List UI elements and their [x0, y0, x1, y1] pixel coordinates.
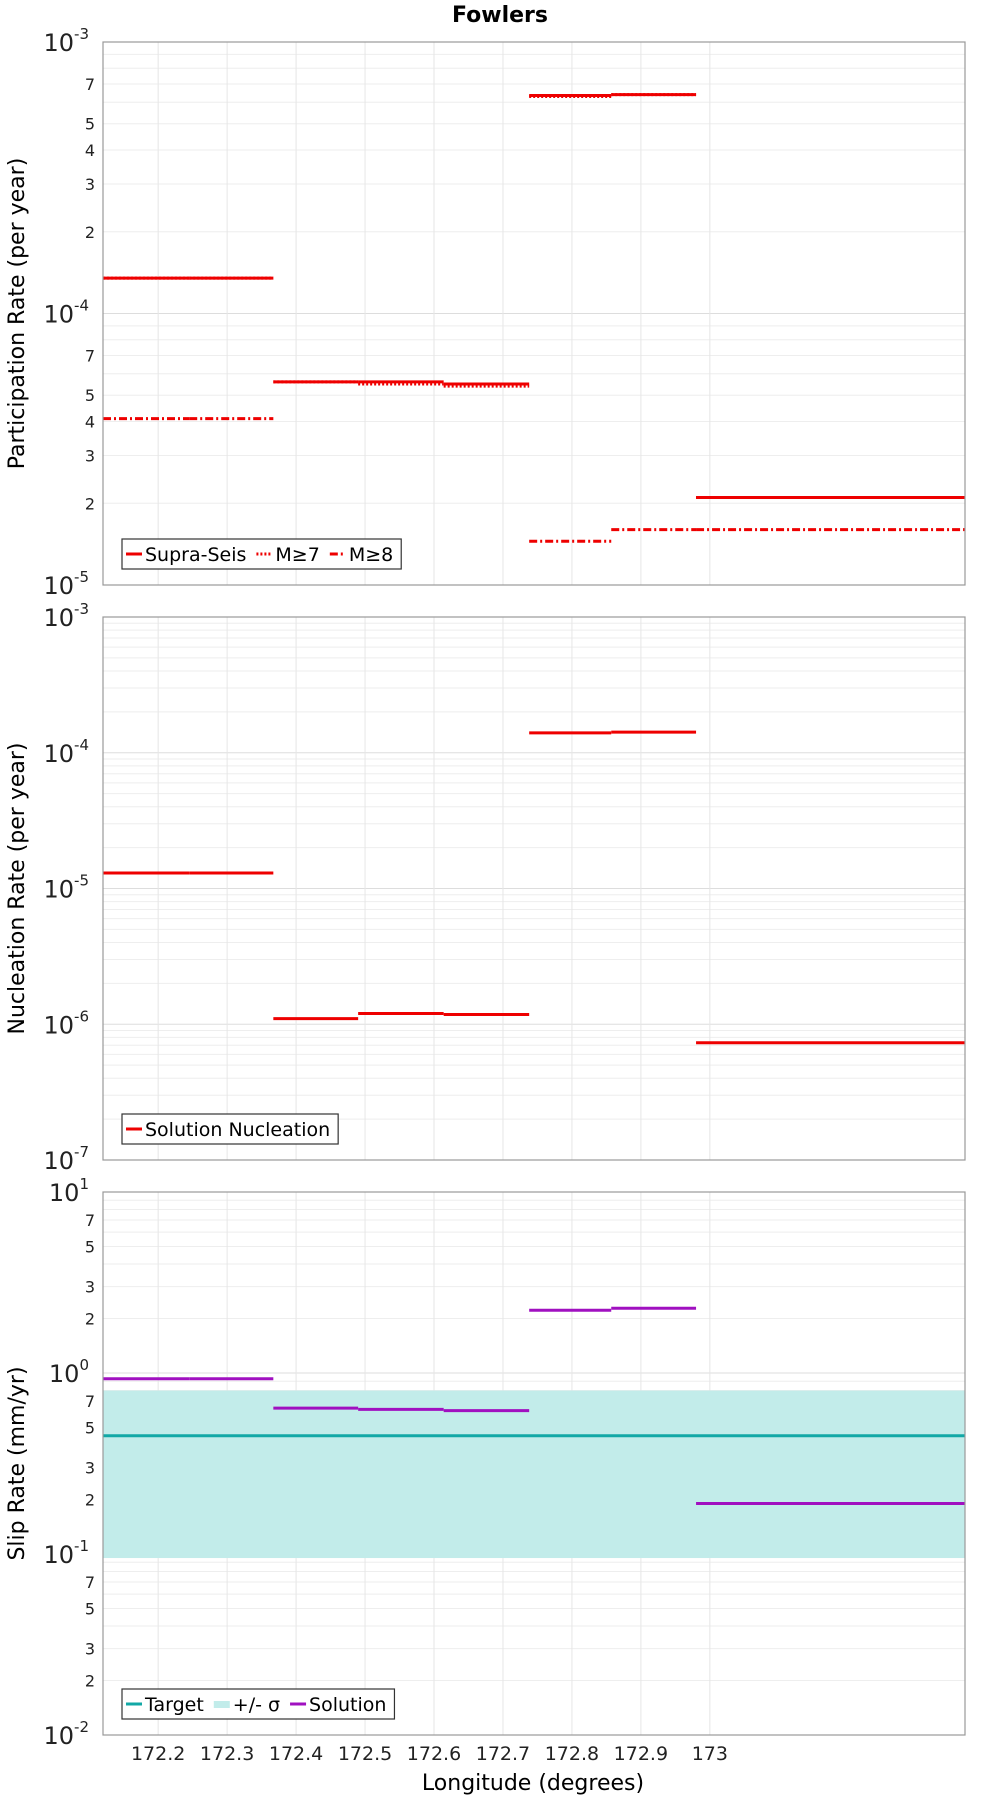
y-major-tick-label: 100 [49, 1356, 89, 1388]
x-tick-label: 173 [692, 1743, 728, 1765]
y-minor-tick-label: 5 [85, 1418, 95, 1437]
y-major-tick-label: 101 [49, 1175, 89, 1207]
y-minor-tick-label: 7 [85, 1392, 95, 1411]
y-axis-label: Participation Rate (per year) [5, 158, 30, 470]
y-minor-tick-label: 7 [85, 1211, 95, 1230]
series-solution [103, 1306, 965, 1506]
y-minor-tick-label: 2 [85, 494, 95, 513]
y-major-tick-label: 10-4 [43, 736, 89, 768]
y-minor-tick-label: 5 [85, 115, 95, 134]
y-major-tick-label: 10-2 [43, 1718, 89, 1750]
y-minor-tick-label: 4 [85, 413, 95, 432]
panel-3: 10-2 10-1 100 101 2 3 5 7 2 3 5 7 2 3 5 7 Slip Rate (mm/… [5, 1175, 966, 1750]
x-axis-label: Longitude (degrees) [422, 1771, 644, 1796]
y-major-tick-label: 10-6 [43, 1007, 89, 1039]
plot-frame [102, 616, 966, 1161]
x-tick-label: 172.9 [614, 1743, 668, 1765]
plot-frame [102, 41, 966, 586]
panel-2: 10-7 10-6 10-5 10-4 10-3 Nucleation Rate (per… [5, 600, 966, 1175]
y-minor-tick-label: 3 [85, 1278, 95, 1297]
legend: Supra-Seis M≥7 M≥8 [121, 538, 402, 570]
legend-label: Solution Nucleation [145, 1119, 330, 1141]
y-major-tick-label: 10-3 [43, 25, 89, 57]
y-minor-tick-label: 2 [85, 1672, 95, 1691]
x-tick-label: 172.2 [131, 1743, 185, 1765]
sigma-band [103, 1390, 965, 1559]
legend-swatch [213, 1701, 230, 1708]
y-major-tick-label: 10-1 [43, 1537, 89, 1569]
y-minor-tick-label: 4 [85, 141, 95, 160]
legend-label: M≥8 [349, 544, 393, 566]
legend: Solution Nucleation [121, 1113, 339, 1145]
y-major-tick-label: 10-5 [43, 568, 89, 600]
y-major-tick-label: 10-5 [43, 872, 89, 904]
legend-box [121, 1688, 396, 1720]
series-m-8 [103, 417, 965, 543]
y-minor-tick-label: 7 [85, 347, 95, 366]
y-minor-tick-label: 5 [85, 386, 95, 405]
legend-label: Target [144, 1694, 204, 1716]
y-major-tick-label: 10-7 [43, 1143, 89, 1175]
chart-title: Fowlers [452, 3, 548, 28]
y-minor-tick-label: 3 [85, 1640, 95, 1659]
legend-label: +/- σ [233, 1694, 280, 1716]
y-axis-label: Nucleation Rate (per year) [5, 743, 30, 1035]
y-minor-tick-label: 2 [85, 223, 95, 242]
legend-label: Supra-Seis [145, 544, 246, 566]
series-m-7 [103, 93, 965, 500]
x-tick-label: 172.5 [338, 1743, 392, 1765]
y-major-tick-label: 10-4 [43, 297, 89, 329]
x-tick-label: 172.6 [407, 1743, 461, 1765]
panel-1: 10-5 10-4 10-3 2 3 4 5 7 2 3 4 5 7 Participation Rate… [5, 25, 966, 600]
x-tick-label: 172.3 [200, 1743, 254, 1765]
y-minor-tick-label: 7 [85, 1573, 95, 1592]
y-minor-tick-label: 2 [85, 1310, 95, 1329]
legend: Target +/- σ Solution [121, 1688, 396, 1720]
series-solution-nucleation [103, 730, 965, 1045]
y-axis-label: Slip Rate (mm/yr) [5, 1366, 30, 1560]
panels: 10-5 10-4 10-3 2 3 4 5 7 2 3 4 5 7 Participation Rate… [5, 25, 966, 1765]
legend-label: Solution [309, 1694, 386, 1716]
plot-frame [102, 1191, 966, 1736]
x-tick-label: 172.4 [269, 1743, 323, 1765]
y-minor-tick-label: 5 [85, 1599, 95, 1618]
x-tick-label: 172.8 [545, 1743, 599, 1765]
x-tick-label: 172.7 [476, 1743, 530, 1765]
legend-box [121, 1113, 339, 1145]
y-minor-tick-label: 5 [85, 1237, 95, 1256]
legend-label: M≥7 [275, 544, 319, 566]
y-major-tick-label: 10-3 [43, 600, 89, 632]
x-tick-labels: 172.2 172.3 172.4 172.5 172.6 172.7 172.8 172.9… [131, 1743, 728, 1765]
y-minor-tick-label: 3 [85, 175, 95, 194]
y-minor-tick-label: 2 [85, 1491, 95, 1510]
y-minor-tick-label: 3 [85, 446, 95, 465]
y-minor-tick-label: 7 [85, 75, 95, 94]
y-minor-tick-label: 3 [85, 1459, 95, 1478]
